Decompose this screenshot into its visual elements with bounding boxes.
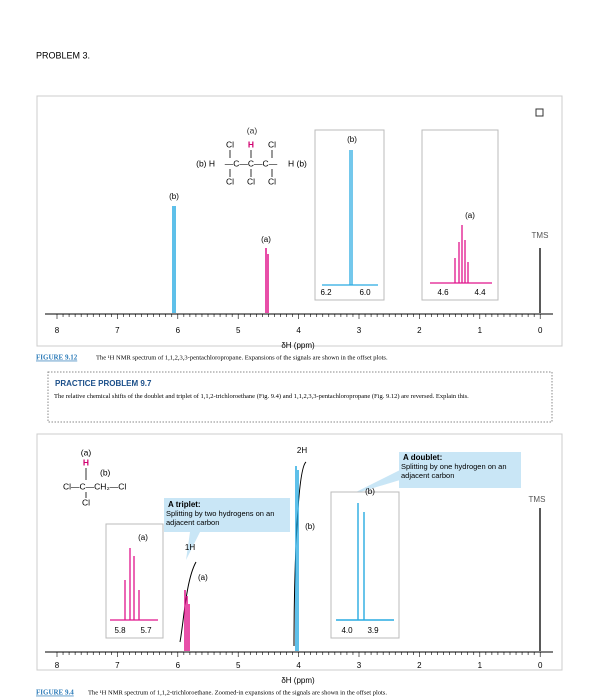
inset-tick: 4.0 xyxy=(341,626,353,635)
callout xyxy=(399,452,521,488)
callout-body: Splitting by two hydrogens on an adjacen… xyxy=(166,509,275,527)
inset-tick: 5.8 xyxy=(114,626,126,635)
practice-title: PRACTICE PROBLEM 9.7 xyxy=(55,379,152,388)
atom: Cl xyxy=(226,176,234,186)
axis-tick-label: 0 xyxy=(538,661,543,670)
peak xyxy=(295,466,299,651)
practice-text: The relative chemical shifts of the doub… xyxy=(54,393,469,400)
peak-label: (b) xyxy=(305,522,315,531)
practice-body: The relative chemical shifts of the doub… xyxy=(54,393,469,400)
axis-label: δH (ppm) xyxy=(281,676,315,685)
axis-tick-label: 6 xyxy=(176,661,181,670)
inset xyxy=(421,129,499,301)
peak xyxy=(265,248,269,313)
caption-ref[interactable]: FIGURE 9.4 xyxy=(36,689,74,697)
struct-label: (b) xyxy=(100,467,111,477)
peak-label: (a) xyxy=(261,235,271,244)
structure: (a) H (b) Cl—C—CH₂—Cl Cl xyxy=(63,447,126,507)
figure-frame xyxy=(36,95,563,347)
inset-tick: 6.0 xyxy=(359,288,371,297)
inset-label: (a) xyxy=(465,211,475,220)
peak xyxy=(184,590,190,651)
peak xyxy=(110,548,158,621)
callout-body: Splitting by one hydrogen on an adjacent… xyxy=(401,462,507,480)
axis-tick-label: 6 xyxy=(176,326,181,335)
inset-tick: 3.9 xyxy=(367,626,379,635)
expand-icon[interactable] xyxy=(535,108,544,117)
integral-label: 2H xyxy=(297,446,307,455)
callout-title: A doublet: xyxy=(403,453,442,462)
peak-label: (b) xyxy=(169,192,179,201)
axis-tick-label: 2 xyxy=(417,326,422,335)
peak-label: (a) xyxy=(198,573,208,582)
axis-tick-label: 3 xyxy=(357,326,362,335)
axis-tick-label: 8 xyxy=(55,661,60,670)
caption: The ¹H NMR spectrum of 1,1,2-trichloroet… xyxy=(88,689,387,696)
atom: (b) H xyxy=(196,158,215,168)
inset-label: (a) xyxy=(138,533,148,542)
inset-label: (b) xyxy=(365,487,375,496)
inset xyxy=(330,491,400,639)
axis-tick-label: 7 xyxy=(115,326,120,335)
atom: Cl xyxy=(268,176,276,186)
atom: Cl xyxy=(247,176,255,186)
peak xyxy=(322,150,378,286)
integral-curve xyxy=(179,561,197,643)
inset-label: (b) xyxy=(347,135,357,144)
inset-tick: 5.7 xyxy=(140,626,152,635)
bonds xyxy=(229,150,273,177)
callout-pointer xyxy=(350,470,400,495)
structure: (a) Cl H Cl (b) H —C—C—C— H (b) Cl Cl Cl xyxy=(196,125,307,186)
peak xyxy=(430,225,492,284)
atom: H xyxy=(83,457,89,467)
peak xyxy=(336,503,394,621)
axis-tick-label: 1 xyxy=(478,661,483,670)
axis-tick-label: 1 xyxy=(478,326,483,335)
atom: Cl xyxy=(82,497,90,507)
figure-frame xyxy=(36,433,563,671)
callout-text: Splitting by two hydrogens on an adjacen… xyxy=(166,509,275,527)
atom: H (b) xyxy=(288,158,307,168)
axis-tick-label: 8 xyxy=(55,326,60,335)
peak xyxy=(172,206,176,313)
atom: H xyxy=(248,139,254,149)
peak-label: TMS xyxy=(529,495,546,504)
axis-tick-label: 7 xyxy=(115,661,120,670)
problem-label: PROBLEM 3. xyxy=(36,50,90,60)
caption-ref[interactable]: FIGURE 9.12 xyxy=(36,354,78,362)
struct-label: (a) xyxy=(81,447,92,457)
peak-label: TMS xyxy=(532,231,549,240)
axis-tick-label: 2 xyxy=(417,661,422,670)
callout-text: Splitting by one hydrogen on an adjacent… xyxy=(401,462,507,480)
axis-label: δH (ppm) xyxy=(281,341,315,350)
axis-tick-label: 5 xyxy=(236,661,241,670)
axis-tick-label: 0 xyxy=(538,326,543,335)
atom: Cl xyxy=(226,139,234,149)
callout-pointer xyxy=(186,532,200,560)
inset-tick: 6.2 xyxy=(320,288,332,297)
practice-box xyxy=(47,371,553,423)
inset-tick: 4.6 xyxy=(437,288,449,297)
callout-title: A triplet: xyxy=(168,500,201,509)
struct-label: (a) xyxy=(247,125,258,135)
axis-tick-label: 4 xyxy=(296,326,301,335)
chain: —C—C—C— xyxy=(225,158,278,168)
atom: Cl xyxy=(268,139,276,149)
caption: The ¹H NMR spectrum of 1,1,2,3,3-pentach… xyxy=(96,354,388,361)
axis-tick-label: 4 xyxy=(296,661,301,670)
integral-label: 1H xyxy=(185,543,195,552)
axis-tick-label: 5 xyxy=(236,326,241,335)
axis-tick-label: 3 xyxy=(357,661,362,670)
chain: Cl—C—CH₂—Cl xyxy=(63,481,126,491)
callout xyxy=(164,498,290,532)
inset-tick: 4.4 xyxy=(474,288,486,297)
